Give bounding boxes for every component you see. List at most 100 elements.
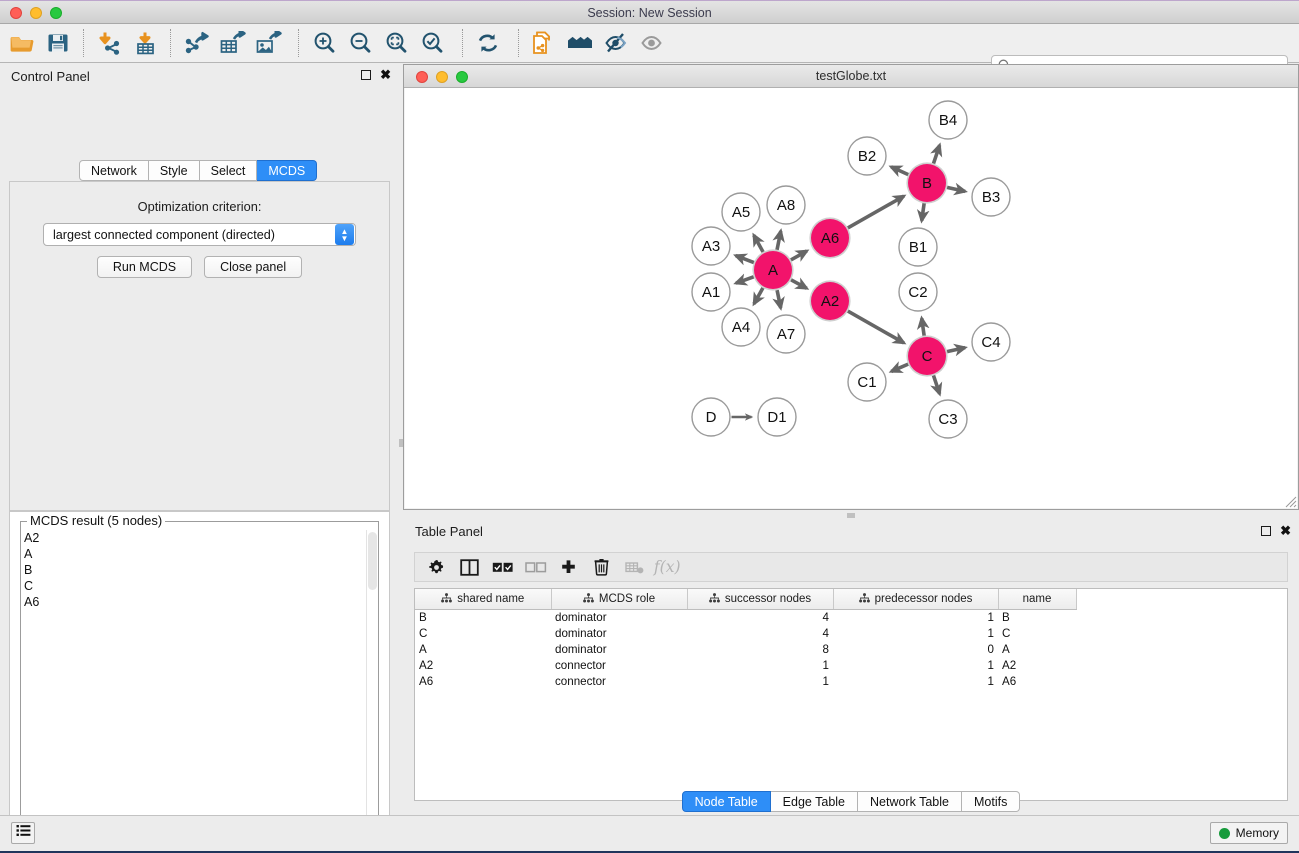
node-circle[interactable] [766, 185, 806, 225]
graph-edge[interactable] [772, 228, 785, 251]
graph-node-A7[interactable]: A7 [766, 314, 806, 354]
graph-edge[interactable] [888, 361, 909, 374]
graph-node-B4[interactable]: B4 [928, 100, 968, 140]
close-window-button[interactable] [10, 7, 22, 19]
graph-edge[interactable] [846, 194, 907, 230]
node-circle[interactable] [691, 397, 731, 437]
graph-edge[interactable] [733, 273, 755, 286]
resize-handle-icon[interactable] [1283, 494, 1297, 508]
graph-edge[interactable] [888, 165, 910, 178]
tab-mcds[interactable]: MCDS [257, 160, 318, 181]
graph-node-A2[interactable]: A2 [809, 280, 851, 322]
close-panel-button[interactable]: Close panel [204, 256, 303, 278]
graph-edge[interactable] [772, 289, 785, 311]
table-cell-successor-nodes[interactable]: 1 [822, 675, 829, 688]
graph-node-D1[interactable]: D1 [757, 397, 797, 437]
node-circle[interactable] [908, 337, 946, 375]
float-icon[interactable] [1261, 526, 1272, 536]
graph-node-A4[interactable]: A4 [721, 307, 761, 347]
table-cell-shared-name[interactable]: A2 [419, 659, 434, 672]
graph-edge[interactable] [916, 203, 930, 224]
deselect-all-columns-icon[interactable] [519, 553, 552, 581]
splitter-handle[interactable] [847, 513, 855, 518]
mcds-result-item[interactable]: B [24, 563, 33, 577]
node-circle[interactable] [754, 251, 792, 289]
table-cell-predecessor-nodes[interactable]: 1 [987, 675, 994, 688]
table-cell-predecessor-nodes[interactable]: 0 [987, 643, 994, 656]
graph-node-C3[interactable]: C3 [928, 399, 968, 439]
tab-edge-table[interactable]: Edge Table [770, 791, 858, 812]
close-network-view-button[interactable] [416, 71, 428, 83]
graph-node-B1[interactable]: B1 [898, 227, 938, 267]
node-table[interactable]: shared name [414, 588, 1288, 801]
table-cell-name[interactable]: A2 [1002, 659, 1017, 672]
new-network-from-selection-icon[interactable] [526, 25, 562, 61]
column-layout-icon[interactable] [453, 553, 486, 581]
close-icon[interactable]: ✖ [1280, 523, 1291, 538]
column-header-mcds-role[interactable]: MCDS role [551, 589, 688, 610]
node-circle[interactable] [908, 164, 946, 202]
node-circle[interactable] [847, 362, 887, 402]
import-table-icon[interactable] [127, 25, 163, 61]
table-cell-predecessor-nodes[interactable]: 1 [987, 627, 994, 640]
export-network-icon[interactable] [178, 25, 214, 61]
maximize-network-view-button[interactable] [456, 71, 468, 83]
memory-status-button[interactable]: Memory [1209, 822, 1288, 844]
table-cell-name[interactable]: A [1002, 643, 1010, 656]
column-header-predecessor-nodes[interactable]: predecessor nodes [833, 589, 999, 610]
graph-edge[interactable] [930, 374, 943, 397]
mcds-result-item[interactable]: A [24, 547, 33, 561]
tab-select[interactable]: Select [199, 160, 258, 181]
table-cell-mcds-role[interactable]: dominator [555, 611, 607, 625]
table-cell-predecessor-nodes[interactable]: 1 [987, 611, 994, 625]
node-circle[interactable] [721, 192, 761, 232]
graph-node-C1[interactable]: C1 [847, 362, 887, 402]
float-icon[interactable] [361, 70, 372, 80]
mcds-result-scrollbar[interactable] [366, 530, 377, 853]
node-circle[interactable] [757, 397, 797, 437]
settings-gear-icon[interactable] [420, 553, 453, 581]
node-circle[interactable] [721, 307, 761, 347]
table-cell-shared-name[interactable]: B [419, 611, 427, 625]
close-icon[interactable]: ✖ [380, 67, 391, 82]
graph-node-A3[interactable]: A3 [691, 226, 731, 266]
zoom-out-icon[interactable] [342, 25, 378, 61]
graph-node-B[interactable]: B [906, 162, 948, 204]
table-cell-successor-nodes[interactable]: 4 [822, 627, 829, 640]
node-circle[interactable] [971, 322, 1011, 362]
graph-node-C[interactable]: C [906, 335, 948, 377]
optimization-criterion-select[interactable]: largest connected component (directed) ▲… [43, 223, 356, 246]
table-row[interactable]: A2 connector 1 1 A2 [415, 658, 1076, 674]
graph-node-C2[interactable]: C2 [898, 272, 938, 312]
graph-node-B3[interactable]: B3 [971, 177, 1011, 217]
table-cell-shared-name[interactable]: A6 [419, 675, 434, 688]
table-cell-shared-name[interactable]: C [419, 627, 428, 640]
node-circle[interactable] [691, 272, 731, 312]
graph-node-A8[interactable]: A8 [766, 185, 806, 225]
network-graph[interactable]: A A1 A3 A4 A5 A7 A8 A6 A2 B B1 B2 B3 B4 C C1 C2 C3 C4 D D1 [405, 88, 1297, 508]
run-mcds-button[interactable]: Run MCDS [96, 256, 193, 278]
graph-edge[interactable] [846, 309, 907, 345]
open-folder-icon[interactable] [4, 25, 40, 61]
scrollbar-thumb[interactable] [368, 532, 377, 590]
table-cell-predecessor-nodes[interactable]: 1 [987, 659, 994, 672]
graph-edge[interactable] [752, 232, 765, 253]
control-panel-splitter[interactable] [399, 64, 403, 815]
node-circle[interactable] [811, 282, 849, 320]
table-cell-successor-nodes[interactable]: 8 [822, 643, 829, 656]
tab-network[interactable]: Network [79, 160, 149, 181]
node-circle[interactable] [691, 226, 731, 266]
zoom-fit-icon[interactable] [378, 25, 414, 61]
node-circle[interactable] [971, 177, 1011, 217]
tab-motifs[interactable]: Motifs [961, 791, 1021, 812]
node-circle[interactable] [811, 219, 849, 257]
select-all-columns-icon[interactable] [486, 553, 519, 581]
zoom-selected-icon[interactable] [414, 25, 450, 61]
graph-edge[interactable] [789, 249, 810, 262]
node-circle[interactable] [928, 399, 968, 439]
graph-node-B2[interactable]: B2 [847, 136, 887, 176]
task-history-button[interactable] [11, 822, 35, 844]
